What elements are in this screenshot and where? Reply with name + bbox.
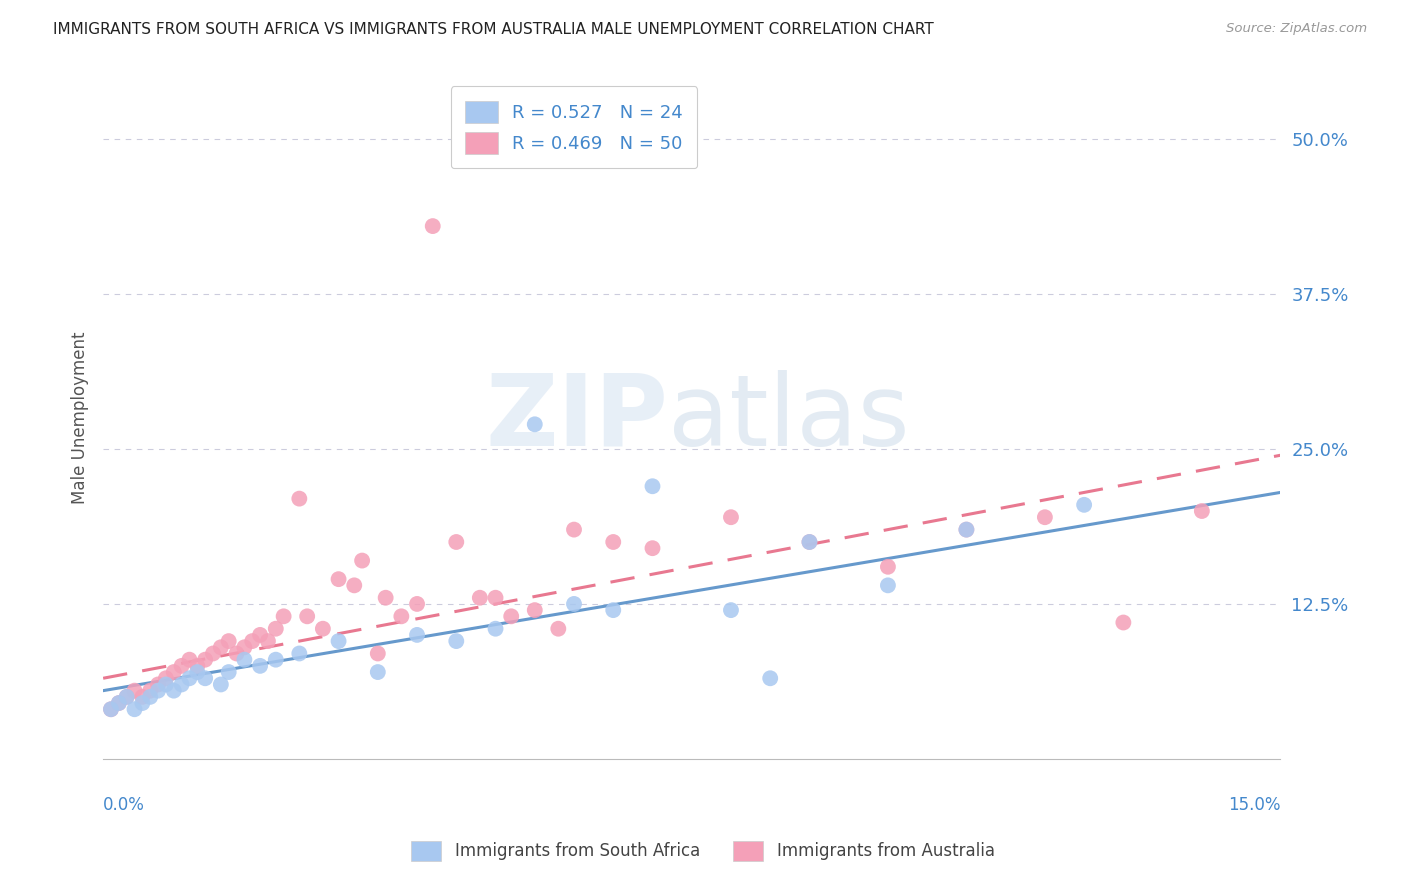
- Legend: Immigrants from South Africa, Immigrants from Australia: Immigrants from South Africa, Immigrants…: [405, 834, 1001, 868]
- Point: [602, 535, 624, 549]
- Point: [124, 683, 146, 698]
- Point: [1191, 504, 1213, 518]
- Point: [523, 417, 546, 432]
- Point: [170, 677, 193, 691]
- Point: [328, 572, 350, 586]
- Point: [249, 658, 271, 673]
- Point: [406, 628, 429, 642]
- Point: [124, 702, 146, 716]
- Point: [641, 479, 664, 493]
- Point: [264, 653, 287, 667]
- Point: [233, 653, 256, 667]
- Point: [352, 553, 374, 567]
- Point: [799, 535, 821, 549]
- Point: [406, 597, 429, 611]
- Point: [501, 609, 523, 624]
- Point: [720, 603, 742, 617]
- Point: [163, 665, 186, 679]
- Point: [389, 609, 412, 624]
- Point: [209, 640, 232, 655]
- Point: [257, 634, 280, 648]
- Point: [108, 696, 131, 710]
- Point: [523, 603, 546, 617]
- Point: [240, 634, 263, 648]
- Y-axis label: Male Unemployment: Male Unemployment: [72, 332, 89, 504]
- Point: [562, 523, 585, 537]
- Point: [115, 690, 138, 704]
- Point: [108, 696, 131, 710]
- Point: [218, 665, 240, 679]
- Point: [194, 653, 217, 667]
- Point: [484, 591, 506, 605]
- Point: [422, 219, 444, 233]
- Text: 0.0%: 0.0%: [103, 797, 145, 814]
- Point: [100, 702, 122, 716]
- Text: atlas: atlas: [668, 369, 910, 467]
- Point: [288, 647, 311, 661]
- Point: [194, 671, 217, 685]
- Point: [179, 671, 201, 685]
- Point: [139, 683, 162, 698]
- Text: Source: ZipAtlas.com: Source: ZipAtlas.com: [1226, 22, 1367, 36]
- Point: [163, 683, 186, 698]
- Point: [264, 622, 287, 636]
- Point: [446, 535, 468, 549]
- Point: [201, 647, 224, 661]
- Point: [641, 541, 664, 556]
- Text: 15.0%: 15.0%: [1227, 797, 1281, 814]
- Point: [1112, 615, 1135, 630]
- Point: [100, 702, 122, 716]
- Point: [131, 696, 153, 710]
- Legend: R = 0.527   N = 24, R = 0.469   N = 50: R = 0.527 N = 24, R = 0.469 N = 50: [451, 87, 697, 169]
- Point: [273, 609, 295, 624]
- Point: [218, 634, 240, 648]
- Point: [446, 634, 468, 648]
- Text: ZIP: ZIP: [485, 369, 668, 467]
- Point: [547, 622, 569, 636]
- Point: [799, 535, 821, 549]
- Point: [225, 647, 247, 661]
- Point: [295, 609, 318, 624]
- Point: [209, 677, 232, 691]
- Point: [146, 683, 169, 698]
- Point: [131, 690, 153, 704]
- Point: [155, 671, 177, 685]
- Point: [562, 597, 585, 611]
- Point: [312, 622, 335, 636]
- Text: IMMIGRANTS FROM SOUTH AFRICA VS IMMIGRANTS FROM AUSTRALIA MALE UNEMPLOYMENT CORR: IMMIGRANTS FROM SOUTH AFRICA VS IMMIGRAN…: [53, 22, 934, 37]
- Point: [288, 491, 311, 506]
- Point: [115, 690, 138, 704]
- Point: [720, 510, 742, 524]
- Point: [343, 578, 366, 592]
- Point: [1033, 510, 1056, 524]
- Point: [877, 578, 900, 592]
- Point: [877, 559, 900, 574]
- Point: [179, 653, 201, 667]
- Point: [186, 658, 208, 673]
- Point: [233, 640, 256, 655]
- Point: [1073, 498, 1095, 512]
- Point: [155, 677, 177, 691]
- Point: [249, 628, 271, 642]
- Point: [374, 591, 396, 605]
- Point: [146, 677, 169, 691]
- Point: [468, 591, 491, 605]
- Point: [170, 658, 193, 673]
- Point: [484, 622, 506, 636]
- Point: [955, 523, 977, 537]
- Point: [328, 634, 350, 648]
- Point: [759, 671, 782, 685]
- Point: [602, 603, 624, 617]
- Point: [139, 690, 162, 704]
- Point: [186, 665, 208, 679]
- Point: [955, 523, 977, 537]
- Point: [367, 647, 389, 661]
- Point: [367, 665, 389, 679]
